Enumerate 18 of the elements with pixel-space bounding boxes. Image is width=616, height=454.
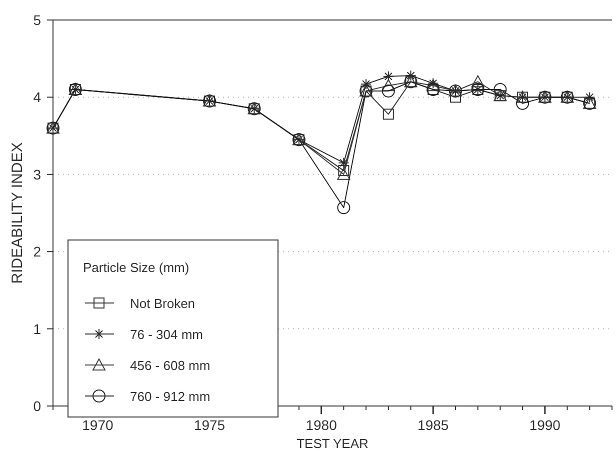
x-tick-label: 1980 xyxy=(306,417,338,433)
y-tick-label: 3 xyxy=(33,166,42,182)
y-tick-label: 1 xyxy=(33,320,42,337)
y-tick-label: 5 xyxy=(33,12,42,28)
legend-label: 760 - 912 mm xyxy=(130,389,210,404)
y-tick-label: 2 xyxy=(33,244,42,260)
legend-label: Not Broken xyxy=(130,296,196,311)
x-tick-label: 1990 xyxy=(529,417,561,433)
x-tick-label: 1975 xyxy=(194,417,226,433)
x-axis-title: TEST YEAR xyxy=(296,436,368,451)
legend-label: 76 - 304 mm xyxy=(130,327,203,342)
x-tick-label: 1970 xyxy=(82,417,114,433)
x-tick-label: 1985 xyxy=(418,417,449,433)
y-tick-label: 4 xyxy=(33,89,42,106)
y-axis-title: RIDEABILITY INDEX xyxy=(9,142,26,284)
y-tick-label: 0 xyxy=(33,398,42,414)
legend-label: 456 - 608 mm xyxy=(130,358,210,373)
legend-title: Particle Size (mm) xyxy=(83,260,190,275)
